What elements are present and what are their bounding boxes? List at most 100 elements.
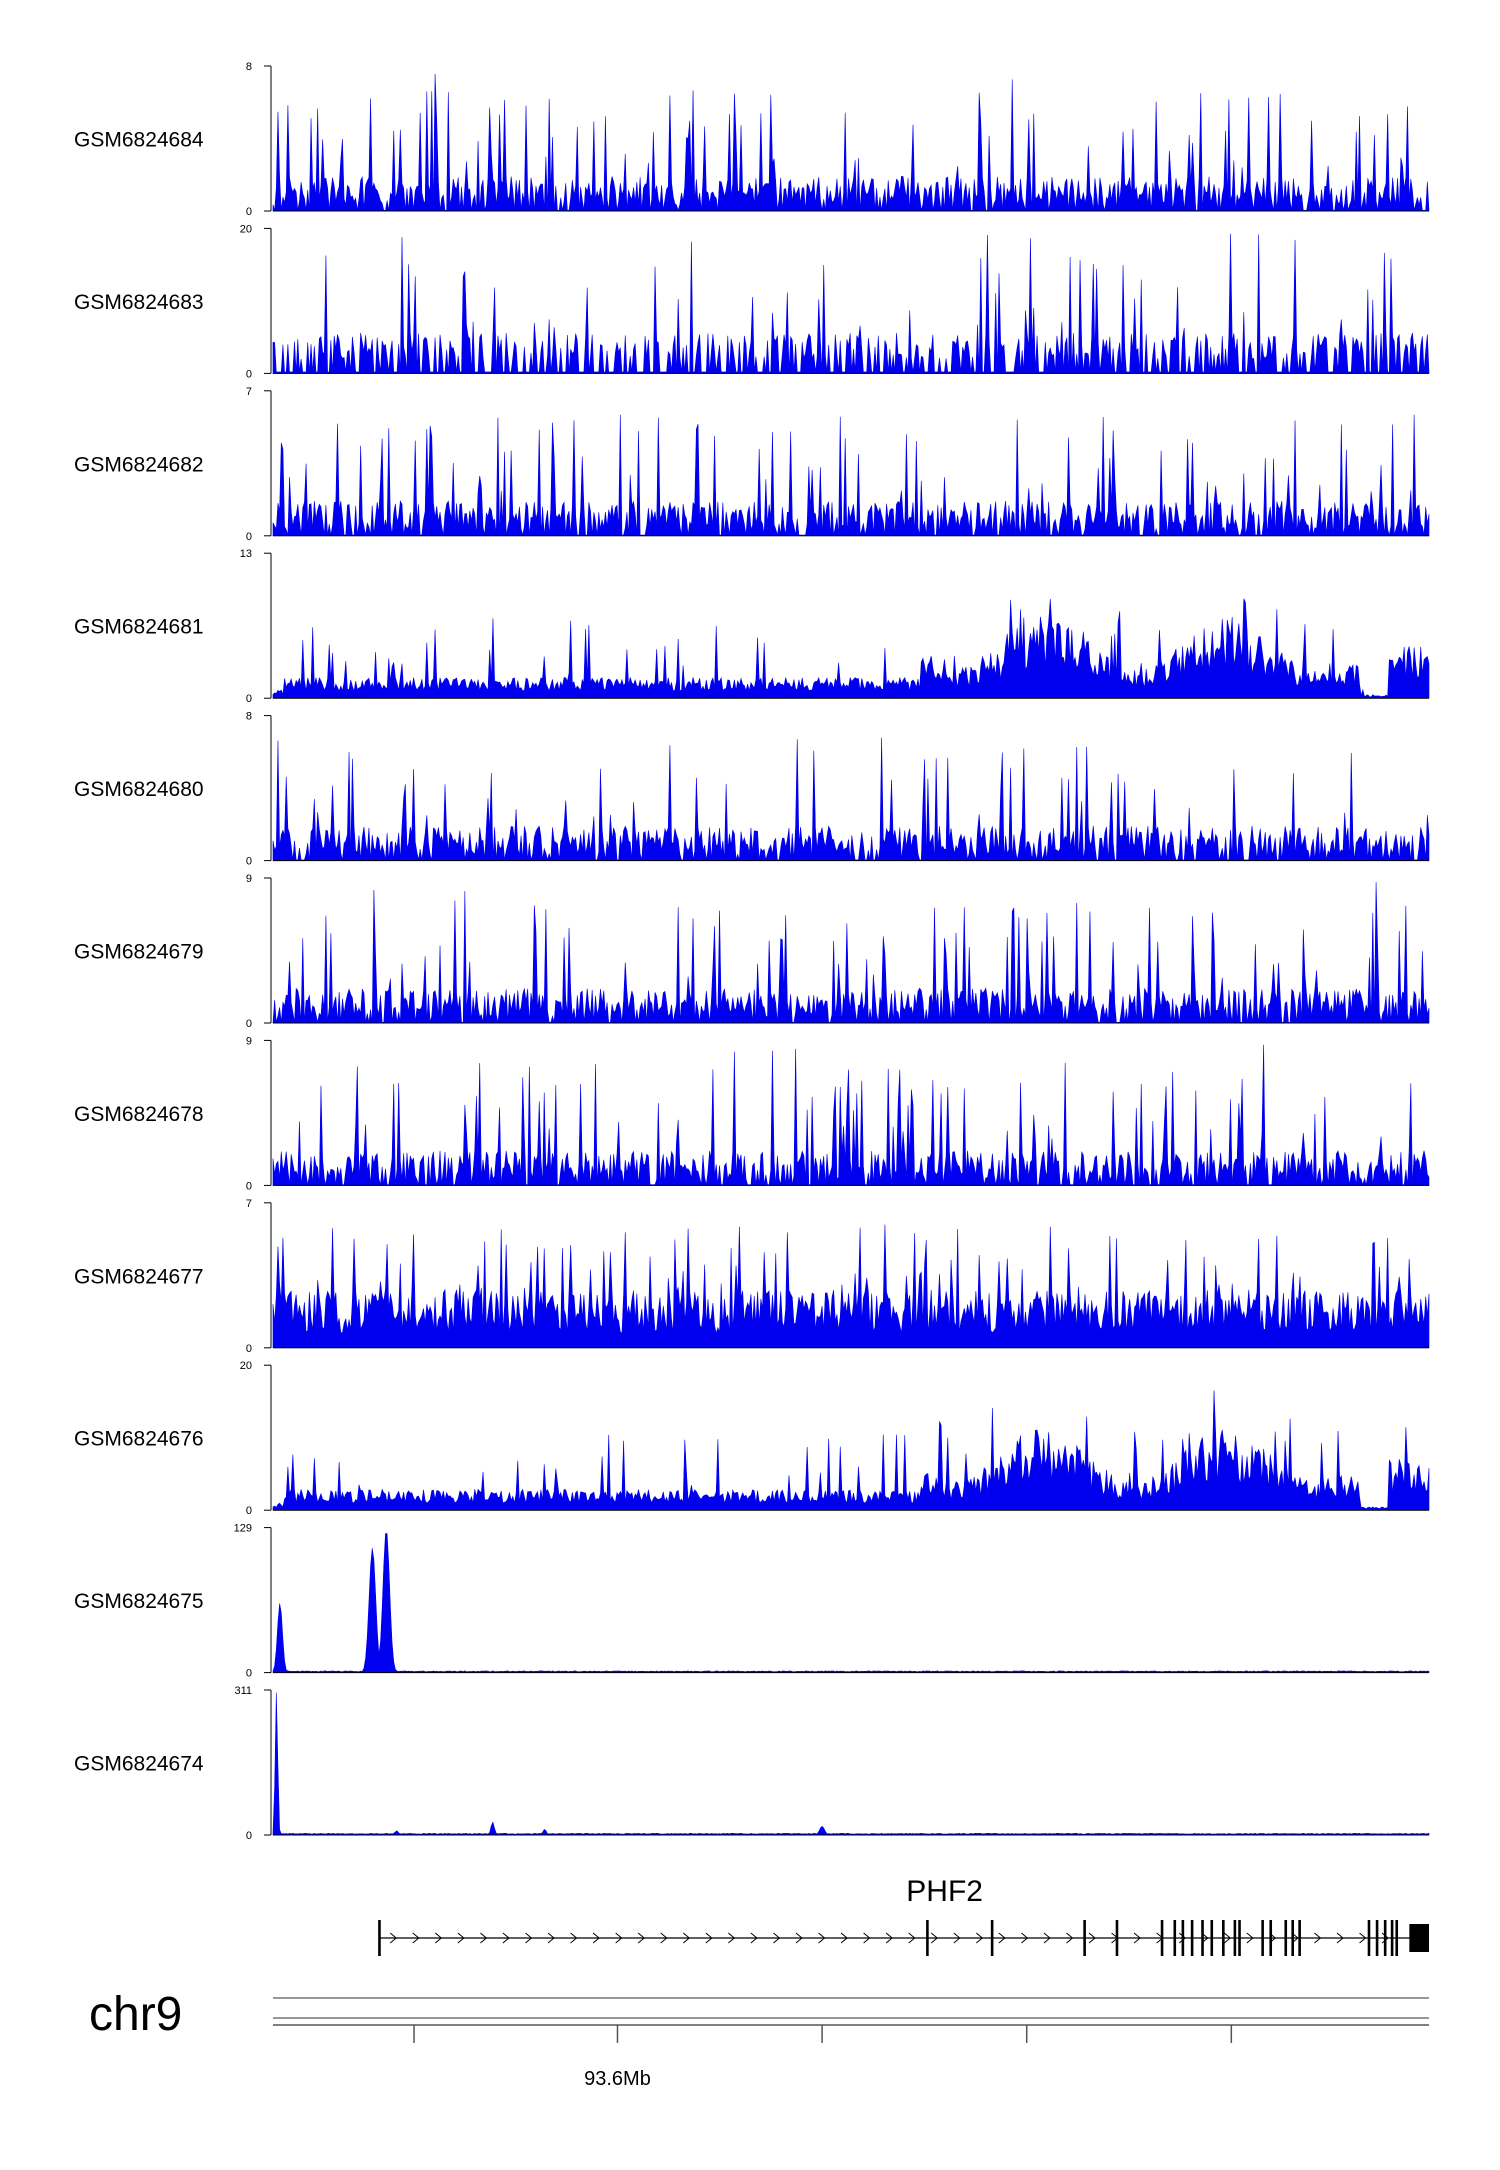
exon-mark xyxy=(1210,1920,1214,1956)
strand-arrow xyxy=(502,1932,510,1944)
axis-tick-label: 93.6Mb xyxy=(584,2068,651,2090)
track-ymax-label: 13 xyxy=(240,548,252,560)
coverage-area xyxy=(272,737,1430,861)
track-ymin-label: 0 xyxy=(246,368,252,380)
track-GSM6824684: GSM6824684 8 0 xyxy=(74,61,1430,218)
strand-arrow xyxy=(457,1932,465,1944)
coverage-area xyxy=(272,598,1430,699)
exon-mark xyxy=(1233,1920,1237,1956)
track-GSM6824683: GSM6824683 20 0 xyxy=(74,223,1430,380)
strand-arrow xyxy=(434,1932,443,1944)
track-ymax-label: 7 xyxy=(246,1198,252,1210)
strand-arrow xyxy=(1336,1932,1344,1944)
track-GSM6824676: GSM6824676 20 0 xyxy=(74,1360,1430,1517)
exon-mark xyxy=(1291,1920,1294,1956)
exon-mark xyxy=(1160,1920,1164,1956)
exon-mark xyxy=(1284,1920,1288,1956)
track-ymin-label: 0 xyxy=(246,1505,252,1517)
strand-arrow xyxy=(1314,1932,1322,1944)
gene-name-label: PHF2 xyxy=(906,1875,983,1908)
track-label: GSM6824682 xyxy=(74,453,204,476)
strand-arrow xyxy=(908,1932,916,1944)
coverage-area xyxy=(272,73,1430,212)
strand-arrow xyxy=(1359,1932,1367,1944)
exon-mark xyxy=(1173,1920,1177,1956)
track-ymin-label: 0 xyxy=(246,856,252,868)
strand-arrow xyxy=(1043,1932,1051,1944)
genome-axis: chr9 93.6Mb xyxy=(89,1988,1429,2090)
strand-arrow xyxy=(840,1932,848,1944)
strand-arrow xyxy=(637,1932,645,1944)
strand-arrow xyxy=(1066,1932,1074,1944)
strand-arrow xyxy=(1223,1932,1232,1944)
coverage-area xyxy=(272,1692,1430,1836)
strand-arrow xyxy=(795,1932,803,1944)
track-ymin-label: 0 xyxy=(246,1343,252,1355)
track-ymax-label: 8 xyxy=(246,61,252,73)
track-label: GSM6824674 xyxy=(74,1753,204,1776)
strand-arrow xyxy=(1246,1932,1254,1944)
strand-arrow xyxy=(975,1932,984,1944)
exon-mark xyxy=(926,1920,929,1956)
track-GSM6824681: GSM6824681 13 0 xyxy=(74,548,1430,705)
track-ymax-label: 20 xyxy=(240,1360,252,1372)
strand-arrow xyxy=(660,1932,668,1944)
track-GSM6824677: GSM6824677 7 0 xyxy=(74,1198,1430,1355)
exon-mark xyxy=(1201,1920,1204,1956)
strand-arrow xyxy=(705,1932,713,1944)
coverage-area xyxy=(272,233,1430,374)
track-GSM6824675: GSM6824675 129 0 xyxy=(74,1523,1430,1680)
track-label: GSM6824675 xyxy=(74,1590,204,1613)
track-ymin-label: 0 xyxy=(246,206,252,218)
track-ymax-label: 8 xyxy=(246,711,252,723)
track-ymin-label: 0 xyxy=(246,1668,252,1680)
exon-mark xyxy=(1375,1920,1379,1956)
track-ymax-label: 7 xyxy=(246,386,252,398)
exon-block-3prime xyxy=(1409,1924,1429,1952)
strand-arrow xyxy=(818,1932,826,1944)
track-GSM6824682: GSM6824682 7 0 xyxy=(74,386,1430,543)
exon-mark xyxy=(1390,1920,1394,1956)
track-ymax-label: 311 xyxy=(234,1685,252,1697)
track-ymin-label: 0 xyxy=(246,1180,252,1192)
coverage-area xyxy=(272,882,1430,1024)
strand-arrow xyxy=(570,1932,578,1944)
track-label: GSM6824683 xyxy=(74,291,204,314)
strand-arrow xyxy=(885,1932,893,1944)
exon-mark xyxy=(1115,1920,1119,1956)
track-ymax-label: 20 xyxy=(240,223,252,235)
strand-arrow xyxy=(863,1932,871,1944)
exon-mark xyxy=(1298,1920,1301,1956)
track-GSM6824678: GSM6824678 9 0 xyxy=(74,1035,1430,1192)
strand-arrow xyxy=(1133,1932,1141,1944)
strand-arrow xyxy=(592,1932,600,1944)
strand-arrow xyxy=(525,1932,533,1944)
strand-arrow xyxy=(998,1932,1006,1944)
track-GSM6824680: GSM6824680 8 0 xyxy=(74,711,1430,868)
coverage-tracks: GSM682468480GSM6824683200GSM682468270GSM… xyxy=(74,61,1430,1842)
exon-mark xyxy=(1383,1920,1387,1956)
strand-arrow xyxy=(682,1932,691,1944)
strand-arrow xyxy=(412,1932,420,1944)
track-ymax-label: 129 xyxy=(234,1523,252,1535)
coverage-area xyxy=(272,1224,1430,1349)
strand-arrow xyxy=(615,1932,623,1944)
strand-arrow xyxy=(953,1932,961,1944)
track-label: GSM6824680 xyxy=(74,778,204,801)
track-ymax-label: 9 xyxy=(246,1035,252,1047)
gene-annotation-track: PHF2 xyxy=(378,1875,1429,1956)
strand-arrow xyxy=(750,1932,758,1944)
exon-mark xyxy=(1367,1920,1371,1956)
strand-arrow xyxy=(773,1932,781,1944)
track-ymax-label: 9 xyxy=(246,873,252,885)
coverage-area xyxy=(272,1533,1430,1673)
strand-arrow xyxy=(728,1932,736,1944)
track-label: GSM6824684 xyxy=(74,129,204,152)
track-label: GSM6824678 xyxy=(74,1103,204,1126)
exon-mark xyxy=(1190,1920,1194,1956)
exon-mark xyxy=(1238,1920,1241,1956)
exon-mark xyxy=(1269,1920,1273,1956)
track-ymin-label: 0 xyxy=(246,693,252,705)
strand-arrow xyxy=(480,1932,488,1944)
strand-arrow xyxy=(1178,1932,1186,1944)
